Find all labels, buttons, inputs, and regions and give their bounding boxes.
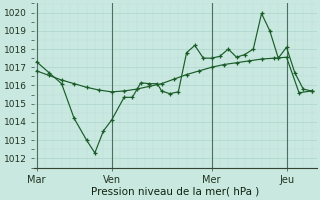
X-axis label: Pression niveau de la mer( hPa ): Pression niveau de la mer( hPa ) (91, 187, 260, 197)
